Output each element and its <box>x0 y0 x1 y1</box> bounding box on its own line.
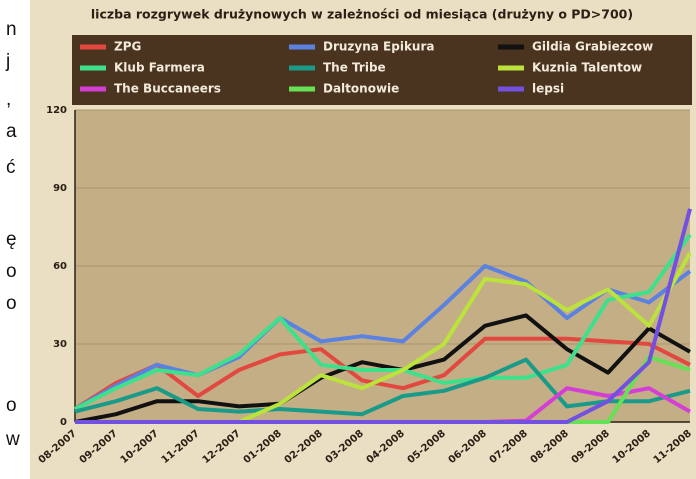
legend-label: Daltonowie <box>323 82 399 96</box>
side-text: ę <box>6 229 17 250</box>
chart-title: liczba rozgrywek drużynowych w zależnośc… <box>91 7 633 22</box>
side-text: , <box>6 89 11 110</box>
side-text: o <box>6 395 17 416</box>
side-text: j <box>5 51 10 72</box>
legend-label: Kuznia Talentow <box>532 61 642 75</box>
legend <box>72 35 692 105</box>
side-text: ć <box>6 157 16 178</box>
series-line <box>73 336 691 411</box>
y-tick-label: 0 <box>60 417 67 428</box>
y-tick-label: 120 <box>46 105 67 116</box>
y-tick-label: 90 <box>53 183 67 194</box>
legend-label: Klub Farmera <box>114 61 205 75</box>
legend-label: lepsi <box>532 82 564 96</box>
side-text: a <box>6 121 17 142</box>
series-line <box>75 208 692 424</box>
series-line <box>74 264 692 411</box>
side-text: w <box>5 429 20 450</box>
legend-label: The Tribe <box>323 61 386 75</box>
legend-label: ZPG <box>114 40 141 54</box>
series-line <box>74 313 691 424</box>
legend-label: Gildia Grabiezcow <box>532 40 653 54</box>
legend-label: Druzyna Epikura <box>323 40 435 54</box>
side-text: n <box>6 19 17 40</box>
y-tick-label: 60 <box>53 261 67 272</box>
side-text: o <box>6 293 17 314</box>
series-line <box>74 357 691 417</box>
side-text: o <box>6 261 17 282</box>
y-tick-label: 30 <box>53 339 67 350</box>
series-line <box>74 233 692 411</box>
legend-label: The Buccaneers <box>114 82 221 96</box>
